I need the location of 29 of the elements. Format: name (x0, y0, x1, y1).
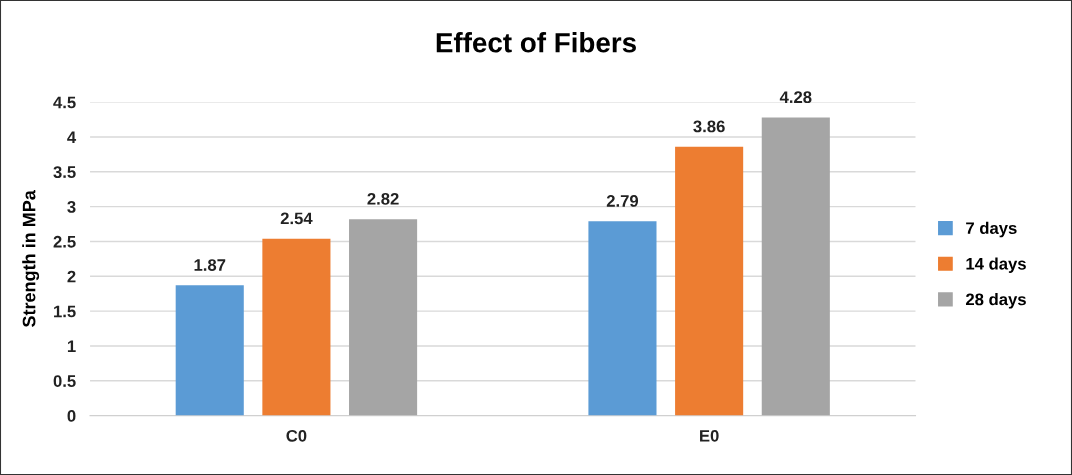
bar (761, 117, 830, 416)
bar (675, 146, 744, 416)
bar (175, 285, 244, 416)
x-tick-label: E0 (700, 429, 719, 442)
data-label: 2.54 (280, 212, 313, 225)
y-tick-label: 3 (67, 201, 76, 213)
data-label: 2.82 (367, 192, 399, 205)
y-tick-label: 2.5 (53, 235, 76, 248)
y-tick-label: 3.5 (53, 166, 76, 179)
y-tick-label: 2 (67, 270, 76, 283)
data-label: 4.28 (779, 91, 812, 104)
x-tick-label: C0 (286, 429, 307, 442)
y-tick-label: 4 (67, 131, 77, 143)
legend-label: 14 days (966, 257, 1026, 273)
data-label: 3.86 (693, 120, 725, 133)
bar (588, 221, 657, 416)
bar (262, 238, 331, 416)
y-tick-label: 1 (67, 340, 76, 352)
data-label: 1.87 (194, 259, 226, 271)
y-tick-label: 0 (67, 410, 76, 422)
legend-label: 28 days (965, 293, 1026, 309)
bar (349, 219, 418, 416)
y-tick-label: 0.5 (53, 375, 76, 387)
y-tick-label: 4.5 (53, 96, 76, 109)
data-label: 2.79 (606, 195, 639, 207)
legend-label: 7 days (966, 221, 1017, 238)
y-axis-title: Strength in MPa (22, 190, 40, 328)
y-tick-label: 1.5 (54, 305, 76, 318)
chart-title: Effect of Fibers (436, 32, 636, 53)
